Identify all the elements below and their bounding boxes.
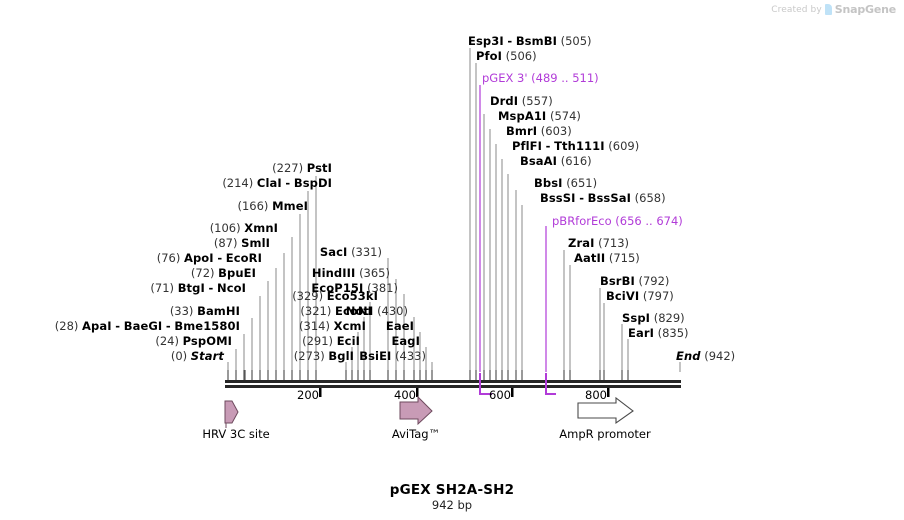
site-label-bmrI[interactable]: BmrI (603) bbox=[506, 124, 572, 138]
feature-arrow-avitag[interactable] bbox=[399, 395, 433, 426]
site-label-apoI-ecoRI[interactable]: (76) ApoI - EcoRI bbox=[156, 251, 262, 265]
snapgene-brand-badge: Created by SnapGene bbox=[771, 3, 896, 16]
axis-tick-marks bbox=[319, 388, 610, 397]
feature-bracket-pgex3 bbox=[479, 373, 492, 395]
site-label-mspA1I[interactable]: MspA1I (574) bbox=[498, 109, 581, 123]
site-label-mmeI[interactable]: (166) MmeI bbox=[237, 199, 308, 213]
site-label-pstI[interactable]: (227) PstI bbox=[272, 161, 332, 175]
feature-leader-lines bbox=[479, 85, 547, 372]
site-label-bssSI-bssSaI[interactable]: BssSI - BssSaI (658) bbox=[540, 191, 666, 205]
site-label-esp3I-bsmBI[interactable]: Esp3I - BsmBI (505) bbox=[468, 34, 592, 48]
restriction-site-ticks bbox=[227, 370, 629, 380]
site-label-eciI[interactable]: (291) EciI bbox=[302, 334, 360, 348]
site-label-notI[interactable]: NotI (430) bbox=[345, 304, 408, 318]
site-label-eagI[interactable]: EagI bbox=[391, 334, 420, 348]
site-label-bsrBI[interactable]: BsrBI (792) bbox=[600, 274, 670, 288]
site-label-pflFI-tth111I[interactable]: PflFI - Tth111I (609) bbox=[512, 139, 640, 153]
site-label-end[interactable]: End (942) bbox=[676, 349, 736, 363]
site-label-bsaAI[interactable]: BsaAI (616) bbox=[520, 154, 592, 168]
page-title: pGEX SH2A-SH2 bbox=[389, 482, 515, 498]
feature-arrow-ampr-promoter[interactable] bbox=[577, 396, 634, 425]
axis-tick-label-600: 600 bbox=[489, 388, 511, 402]
feature-caption-avitag: AviTag™ bbox=[391, 427, 441, 441]
site-label-bbsI[interactable]: BbsI (651) bbox=[534, 176, 598, 190]
site-label-bciVI[interactable]: BciVI (797) bbox=[606, 289, 674, 303]
leader-lines-left bbox=[227, 176, 317, 372]
feature-caption-hrv-3c-site: HRV 3C site bbox=[202, 427, 270, 441]
site-label-pfoI[interactable]: PfoI (506) bbox=[476, 49, 537, 63]
site-label-xcmI[interactable]: (314) XcmI bbox=[299, 319, 366, 333]
site-label-bpuEI[interactable]: (72) BpuEI bbox=[190, 266, 256, 280]
site-label-sspI[interactable]: SspI (829) bbox=[622, 311, 685, 325]
site-label-sacI[interactable]: SacI (331) bbox=[319, 245, 382, 259]
site-label-claI-bspDI[interactable]: (214) ClaI - BspDI bbox=[222, 176, 332, 190]
feature-arrow-hrv-3c-site[interactable] bbox=[224, 400, 239, 428]
site-label-start[interactable]: (0) Start bbox=[170, 349, 224, 363]
site-label-zraI[interactable]: ZraI (713) bbox=[568, 236, 630, 250]
site-label-drdI[interactable]: DrdI (557) bbox=[490, 94, 553, 108]
site-label-ecoNI[interactable]: (321) EcoNI bbox=[300, 304, 372, 318]
snapgene-logo-icon bbox=[824, 4, 832, 15]
site-label-apaI-baeGI-bme1580I[interactable]: (28) ApaI - BaeGI - Bme1580I bbox=[54, 319, 240, 333]
sequence-length-label: 942 bp bbox=[431, 498, 473, 512]
snapgene-wordmark: SnapGene bbox=[834, 3, 896, 16]
axis-tick-label-400: 400 bbox=[394, 388, 416, 402]
site-label-smlI[interactable]: (87) SmlI bbox=[213, 236, 270, 250]
leader-lines-right bbox=[469, 48, 681, 372]
sequence-backbone bbox=[225, 380, 681, 388]
feature-caption-ampr-promoter: AmpR promoter bbox=[559, 427, 651, 441]
site-label-eco53kI[interactable]: (329) Eco53kI bbox=[292, 289, 378, 303]
feature-bracket-pbrforeco bbox=[545, 373, 556, 395]
site-label-hindIII[interactable]: HindIII (365) bbox=[311, 266, 390, 280]
site-label-bglI[interactable]: (273) BglI bbox=[293, 349, 354, 363]
leader-lines-mid-left bbox=[345, 302, 371, 372]
site-label-pspOMI[interactable]: (24) PspOMI bbox=[155, 334, 232, 348]
site-label-btgI-ncoI[interactable]: (71) BtgI - NcoI bbox=[150, 281, 246, 295]
site-label-xmnI[interactable]: (106) XmnI bbox=[209, 221, 278, 235]
site-label-bamHI[interactable]: (33) BamHI bbox=[169, 304, 240, 318]
site-label-bsiEI[interactable]: BsiEI (433) bbox=[359, 349, 426, 363]
created-by-text: Created by bbox=[771, 4, 822, 15]
site-label-earI[interactable]: EarI (835) bbox=[628, 326, 689, 340]
feature-label-pgex-3-prime[interactable]: pGEX 3' (489 .. 511) bbox=[482, 71, 599, 85]
feature-label-pbrforeco[interactable]: pBRforEco (656 .. 674) bbox=[552, 214, 683, 228]
axis-tick-label-200: 200 bbox=[297, 388, 319, 402]
site-label-aatII[interactable]: AatII (715) bbox=[574, 251, 640, 265]
axis-tick-label-800: 800 bbox=[585, 388, 607, 402]
site-label-ecoP15I[interactable]: EcoP15I (381) bbox=[311, 281, 398, 295]
site-label-eaeI[interactable]: EaeI bbox=[385, 319, 414, 333]
